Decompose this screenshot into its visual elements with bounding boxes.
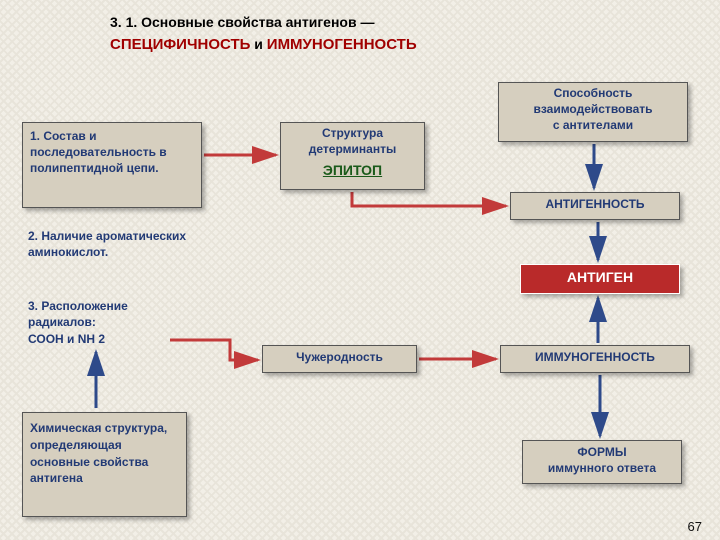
struct-line1: Структура (280, 126, 425, 140)
foreign-text: Чужеродность (262, 350, 417, 364)
title-line1: 3. 1. Основные свойства антигенов — (110, 14, 374, 30)
antigen-text: АНТИГЕН (520, 269, 680, 285)
struct-line2: детерминанты (280, 142, 425, 156)
forms-b: иммунного ответа (522, 461, 682, 475)
chem-text: Химическая структура, определяющая основ… (30, 420, 182, 487)
immunogenicity-text: ИММУНОГЕННОСТЬ (500, 350, 690, 364)
forms-a: ФОРМЫ (522, 445, 682, 459)
left-item-2: 2. Наличие ароматических аминокислот. (28, 228, 198, 260)
ability-b: взаимодействовать (498, 102, 688, 116)
left-item-1: 1. Состав и последовательность в полипеп… (30, 128, 198, 177)
ability-c: с антителами (498, 118, 688, 132)
epitop: ЭПИТОП (280, 162, 425, 178)
title-line2: СПЕЦИФИЧНОСТЬ и ИММУНОГЕННОСТЬ (110, 36, 417, 54)
left-item-3a: 3. Расположение радикалов: (28, 298, 198, 330)
title-and: и (250, 36, 266, 52)
ability-a: Способность (498, 86, 688, 100)
title-specificity: СПЕЦИФИЧНОСТЬ (110, 36, 250, 53)
page-number: 67 (688, 519, 702, 534)
arrow-struct-to-antigenicity (352, 192, 506, 206)
left-item-3b: СООН и NH 2 (28, 332, 198, 346)
title-immunogenicity: ИММУНОГЕННОСТЬ (267, 36, 417, 53)
antigenicity-text: АНТИГЕННОСТЬ (510, 197, 680, 211)
